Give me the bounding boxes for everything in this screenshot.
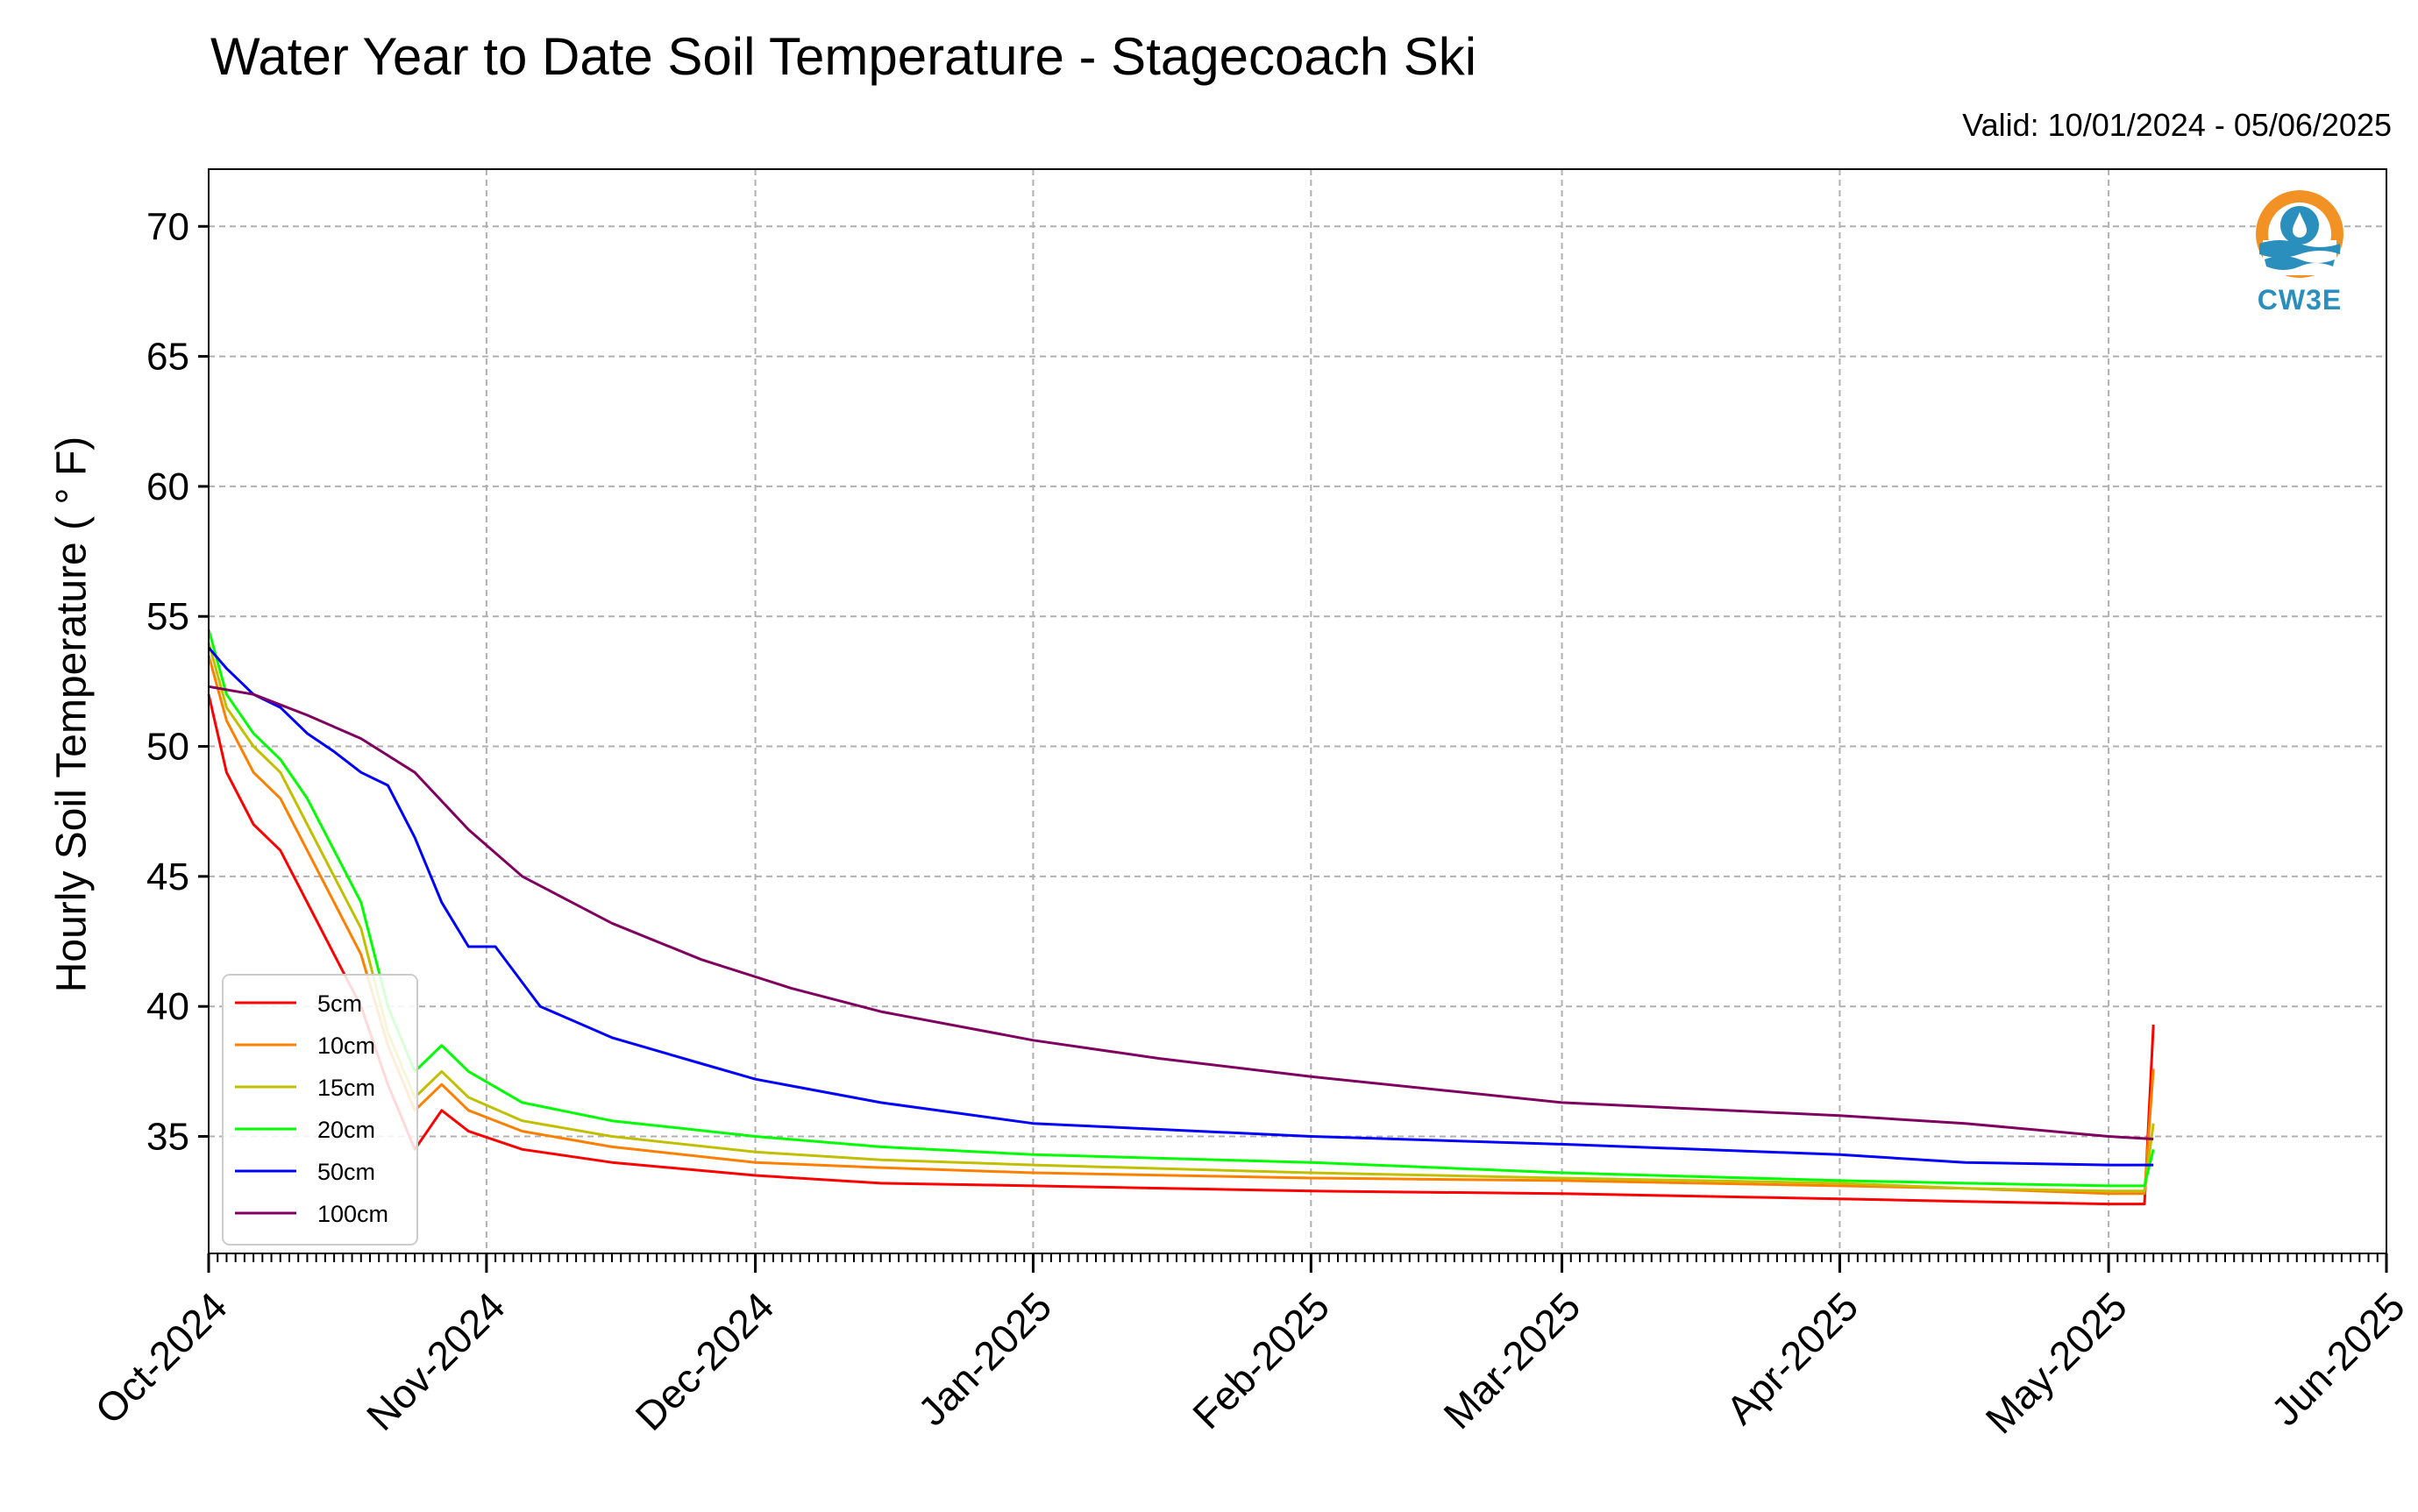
- y-axis-label: Hourly Soil Temperature ( ° F): [48, 436, 96, 993]
- x-tick-label: Mar-2025: [1434, 1283, 1589, 1437]
- legend: 5cm 10cm 15cm 20cm 50cm 100cm: [222, 974, 418, 1246]
- series-line-100cm: [208, 685, 2154, 1140]
- cw3e-logo: CW3E: [2247, 186, 2352, 317]
- series-line-5cm: [207, 693, 2155, 1206]
- legend-label-20cm: 20cm: [317, 1117, 375, 1143]
- x-tick-label: Jun-2025: [2262, 1283, 2413, 1434]
- x-axis-ticks: Oct-2024 Nov-2024 Dec-2024 Jan-2025 Feb-2025…: [86, 1253, 2414, 1442]
- legend-label-15cm: 15cm: [317, 1075, 375, 1101]
- y-tick-label: 45: [146, 855, 189, 898]
- y-tick-label: 55: [146, 595, 189, 638]
- x-tick-label: Apr-2025: [1717, 1283, 1867, 1433]
- y-tick-label: 40: [146, 985, 189, 1028]
- x-tick-label: Jan-2025: [909, 1283, 1060, 1434]
- series-line-10cm: [207, 655, 2155, 1196]
- y-tick-label: 60: [146, 465, 189, 508]
- y-tick-label: 65: [146, 336, 189, 379]
- x-tick-label: Nov-2024: [358, 1283, 514, 1439]
- plot-frame: [208, 168, 2387, 1254]
- y-axis-ticks: 35 40 45 50 55 60 65 70: [146, 205, 209, 1159]
- grid-lines: [209, 169, 2386, 1253]
- legend-label-100cm: 100cm: [317, 1201, 388, 1227]
- x-tick-label: Oct-2024: [86, 1283, 236, 1433]
- series-line-20cm: [207, 628, 2155, 1188]
- y-tick-label: 35: [146, 1116, 189, 1159]
- series-lines: [207, 628, 2155, 1206]
- chart-title: Water Year to Date Soil Temperature - St…: [210, 27, 1477, 86]
- legend-box: [222, 974, 418, 1246]
- legend-label-10cm: 10cm: [317, 1033, 375, 1059]
- x-tick-label: May-2025: [1977, 1283, 2136, 1442]
- cw3e-logo-icon: [2256, 190, 2343, 278]
- y-tick-label: 70: [146, 205, 189, 248]
- x-tick-label: Dec-2024: [627, 1283, 783, 1439]
- legend-label-5cm: 5cm: [317, 990, 362, 1017]
- series-line-15cm: [207, 642, 2155, 1193]
- series-line-50cm: [207, 646, 2154, 1167]
- x-tick-label: Feb-2025: [1184, 1283, 1338, 1437]
- y-tick-label: 50: [146, 726, 189, 769]
- legend-label-50cm: 50cm: [317, 1159, 375, 1185]
- chart-subtitle: Valid: 10/01/2024 - 05/06/2025: [1962, 107, 2392, 143]
